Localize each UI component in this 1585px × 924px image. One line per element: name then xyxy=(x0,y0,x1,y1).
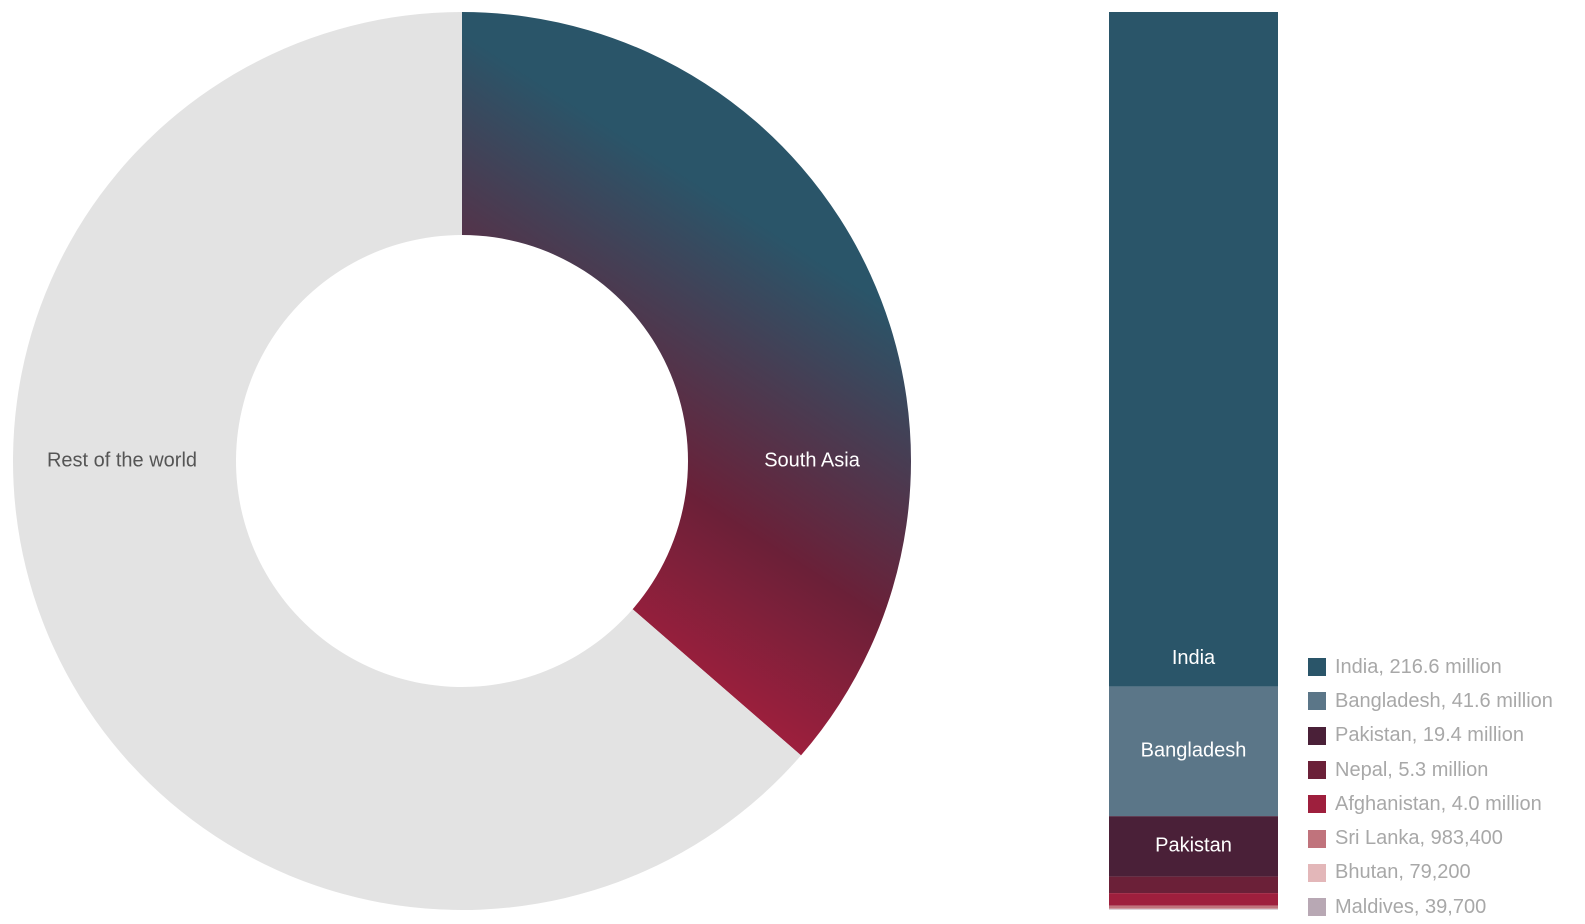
legend-label: Bhutan, 79,200 xyxy=(1335,861,1471,884)
bar-segment-bangladesh xyxy=(1109,686,1278,817)
donut-slice-rest-of-the-world xyxy=(12,12,802,910)
donut-label-rest-of-the-world: Rest of the world xyxy=(47,449,197,471)
donut-chart: South Asia Rest of the world xyxy=(12,12,911,910)
legend-label: Maldives, 39,700 xyxy=(1335,895,1487,918)
legend-label: India, 216.6 million xyxy=(1335,655,1502,678)
bar-segment-india xyxy=(1109,12,1278,687)
legend-label: Pakistan, 19.4 million xyxy=(1335,724,1524,747)
bar-segment-nepal xyxy=(1109,876,1278,894)
legend-item-sri-lanka: Sri Lanka, 983,400 xyxy=(1308,821,1553,855)
legend-swatch xyxy=(1308,898,1326,917)
legend-item-maldives: Maldives, 39,700 xyxy=(1308,890,1553,924)
legend-item-bhutan: Bhutan, 79,200 xyxy=(1308,856,1553,890)
legend-item-india: India, 216.6 million xyxy=(1308,650,1553,684)
legend-item-bangladesh: Bangladesh, 41.6 million xyxy=(1308,684,1553,718)
stacked-bar-chart: India Bangladesh Pakistan xyxy=(1109,12,1278,910)
bar-label-india: India xyxy=(1172,647,1216,669)
bar-label-pakistan: Pakistan xyxy=(1155,835,1232,857)
legend-item-pakistan: Pakistan, 19.4 million xyxy=(1308,719,1553,753)
legend-swatch xyxy=(1308,658,1326,677)
donut-label-south-asia: South Asia xyxy=(764,449,861,471)
legend-swatch xyxy=(1308,692,1326,711)
bar-segment-sri-lanka xyxy=(1109,905,1278,909)
legend-item-afghanistan: Afghanistan, 4.0 million xyxy=(1308,787,1553,821)
legend-swatch xyxy=(1308,795,1326,814)
legend-label: Afghanistan, 4.0 million xyxy=(1335,792,1542,815)
legend-swatch xyxy=(1308,761,1326,780)
legend-swatch xyxy=(1308,829,1326,848)
bar-label-bangladesh: Bangladesh xyxy=(1141,740,1247,762)
legend-label: Bangladesh, 41.6 million xyxy=(1335,689,1553,712)
legend: India, 216.6 million Bangladesh, 41.6 mil… xyxy=(1308,650,1553,924)
legend-label: Sri Lanka, 983,400 xyxy=(1335,827,1503,850)
bar-segment-afghanistan xyxy=(1109,893,1278,906)
bar-segment-pakistan xyxy=(1109,816,1278,877)
bar-segment-maldives xyxy=(1109,908,1278,910)
donut-slice-south-asia xyxy=(462,12,911,756)
legend-item-nepal: Nepal, 5.3 million xyxy=(1308,753,1553,787)
legend-label: Nepal, 5.3 million xyxy=(1335,758,1489,781)
legend-swatch xyxy=(1308,863,1326,882)
legend-swatch xyxy=(1308,726,1326,745)
